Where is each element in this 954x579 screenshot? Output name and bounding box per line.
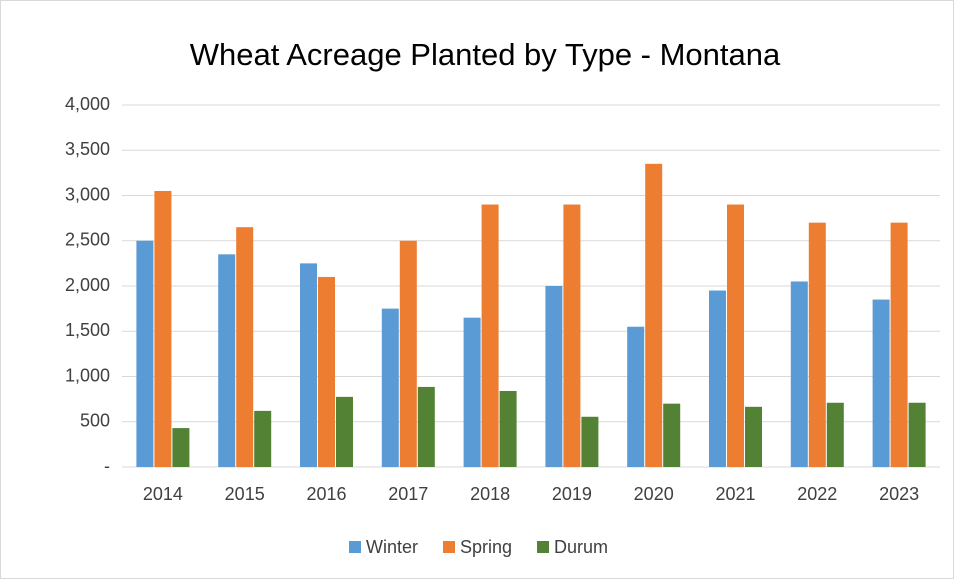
bar [318,276,335,467]
x-tick-label: 2022 [797,484,837,504]
y-tick-label: 3,000 [65,184,110,204]
bar [790,281,808,467]
bar [236,227,254,467]
y-tick-label: - [104,456,110,476]
bar [663,403,681,467]
bar [908,402,926,467]
x-tick-label: 2015 [225,484,265,504]
bar [727,204,744,468]
bar [645,163,663,467]
bar [136,240,154,467]
bar [399,240,417,467]
x-tick-label: 2023 [879,484,919,504]
bar [481,204,499,468]
bar [890,222,908,467]
y-tick-label: 2,000 [65,275,110,295]
x-tick-label: 2017 [388,484,428,504]
bar [563,204,581,468]
bar [463,317,481,467]
y-tick-label: 1,000 [65,365,110,385]
y-tick-label: 1,500 [65,320,110,340]
bar [627,326,645,467]
bar [172,428,190,467]
x-tick-label: 2016 [306,484,346,504]
bar [745,406,762,467]
bar [218,254,236,467]
bar [154,190,172,467]
x-tick-label: 2019 [552,484,592,504]
legend-label: Spring [460,537,512,557]
bar [381,308,399,467]
bar [872,299,890,467]
y-tick-label: 500 [80,411,110,431]
x-tick-label: 2021 [715,484,755,504]
x-tick-label: 2018 [470,484,510,504]
bar [254,410,272,467]
legend-swatch [443,541,455,553]
bar [499,390,517,467]
legend-label: Winter [366,537,418,557]
y-tick-label: 4,000 [65,94,110,114]
bar [336,396,353,467]
x-tick-label: 2014 [143,484,183,504]
chart-title: Wheat Acreage Planted by Type - Montana [190,37,781,72]
bar [545,286,563,467]
legend-swatch [349,541,361,553]
bar [417,386,435,467]
bar [808,222,826,467]
bar [709,290,726,467]
legend-swatch [537,541,549,553]
bar [581,416,599,467]
y-tick-label: 3,500 [65,139,110,159]
x-tick-label: 2020 [634,484,674,504]
y-tick-label: 2,500 [65,230,110,250]
bar [826,402,844,467]
legend-label: Durum [554,537,608,557]
bar [300,263,317,467]
